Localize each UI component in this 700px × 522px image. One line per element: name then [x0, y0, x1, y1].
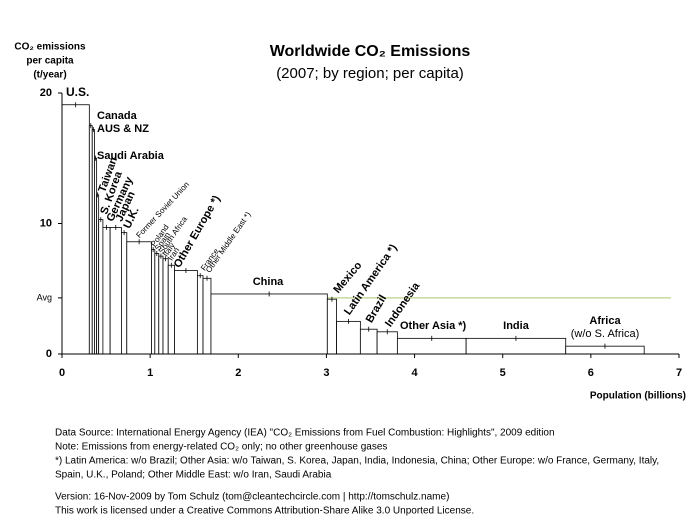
bar	[202, 277, 212, 355]
footnote: Version: 16-Nov-2009 by Tom Schulz (tom@…	[55, 492, 449, 503]
bar	[151, 249, 156, 355]
bar	[210, 293, 328, 355]
category-label: Other Middle East *)	[204, 210, 253, 274]
bar	[162, 258, 169, 355]
category-label: Saudi Arabia	[97, 150, 165, 162]
category-label: Other Asia *)	[400, 320, 467, 332]
bar	[174, 270, 198, 355]
bar	[196, 275, 204, 355]
footnote: This work is licensed under a Creative C…	[55, 506, 474, 517]
bar	[336, 320, 361, 355]
bar	[154, 253, 160, 355]
x-tick-label: 7	[676, 367, 682, 379]
chart-title: Worldwide CO₂ Emissions	[270, 43, 471, 60]
bar	[102, 227, 111, 355]
y-tick-label: 0	[46, 348, 52, 360]
bar	[158, 255, 164, 355]
x-tick-label: 2	[235, 367, 241, 379]
category-label: Africa	[589, 315, 621, 327]
footnote: Data Source: International Energy Agency…	[55, 428, 555, 439]
bar	[61, 104, 90, 355]
footnote: Spain, U.K., Poland; Other Middle East: …	[55, 470, 332, 481]
x-tick-label: 0	[59, 367, 65, 379]
bar	[326, 298, 337, 355]
chart-subtitle: (2007; by region; per capita)	[276, 65, 464, 82]
x-axis-label: Population (billions)	[590, 391, 686, 402]
footnote: *) Latin America: w/o Brazil; Other Asia…	[55, 456, 659, 467]
bar	[121, 232, 128, 355]
bar	[109, 227, 122, 355]
y-tick-label: 20	[40, 87, 52, 99]
category-label: China	[253, 276, 284, 288]
bar	[98, 219, 104, 355]
category-label: Canada	[97, 110, 138, 122]
bar	[376, 331, 398, 355]
x-tick-label: 5	[500, 367, 506, 379]
category-label: U.S.	[66, 85, 89, 99]
x-tick-label: 6	[588, 367, 594, 379]
bar	[88, 125, 93, 355]
category-label: AUS & NZ	[97, 123, 149, 135]
x-tick-label: 1	[147, 367, 153, 379]
x-tick-label: 3	[323, 367, 329, 379]
y-tick-label: 10	[40, 217, 52, 229]
bar	[167, 264, 175, 355]
y-axis-label: per capita	[26, 56, 74, 67]
y-tick-label: Avg	[37, 292, 52, 302]
annotation: (w/o S. Africa)	[571, 328, 639, 340]
category-label: India	[503, 320, 530, 332]
y-axis-label: (t/year)	[33, 70, 66, 81]
footnote: Note: Emissions from energy-related CO₂ …	[55, 442, 387, 453]
x-tick-label: 4	[412, 367, 419, 379]
bar	[126, 241, 152, 355]
y-axis-label: CO₂ emissions	[14, 42, 86, 53]
bar	[359, 328, 378, 355]
